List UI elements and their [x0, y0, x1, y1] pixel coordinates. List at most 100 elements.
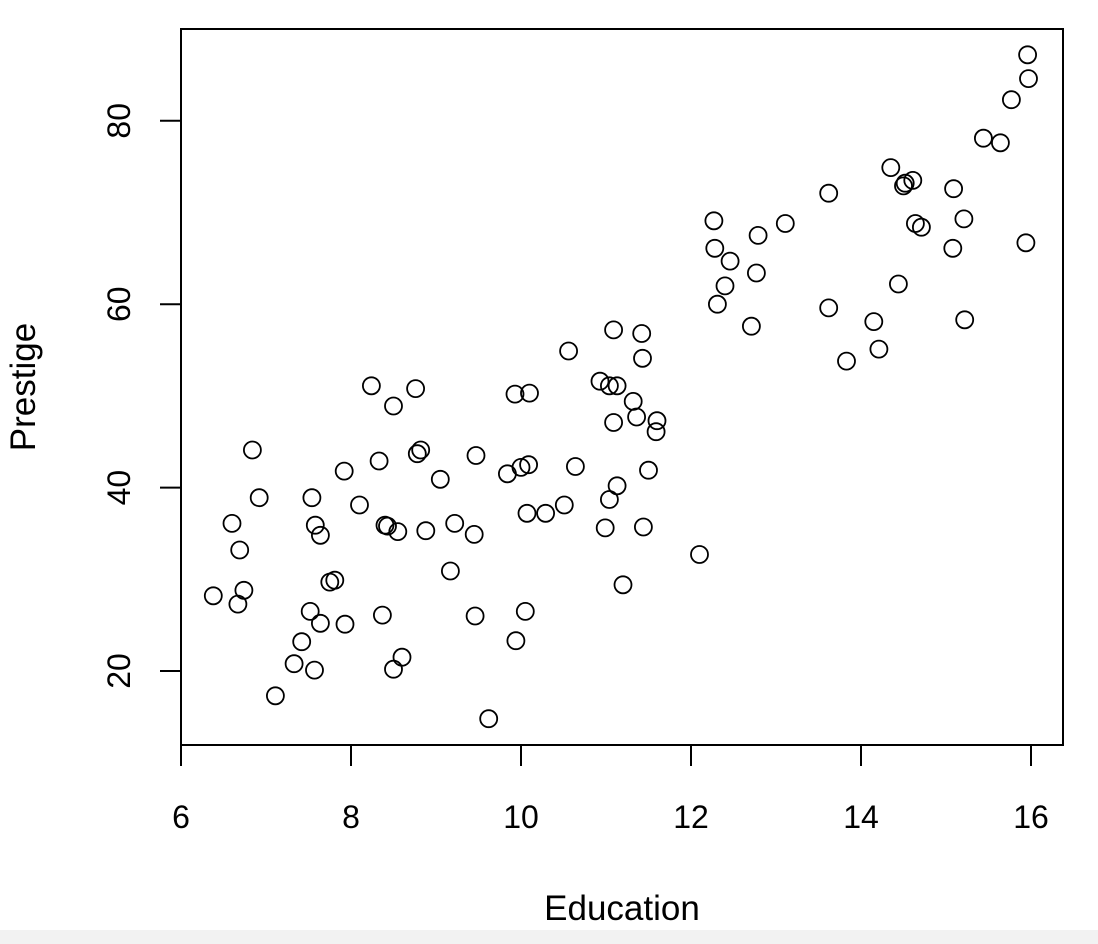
data-point [559, 341, 578, 361]
data-point [943, 238, 963, 258]
data-point [955, 310, 975, 330]
data-point [234, 580, 254, 600]
data-point [632, 324, 652, 343]
x-tick-label: 6 [172, 799, 190, 835]
data-point [554, 495, 574, 515]
y-tick-label: 60 [101, 286, 137, 322]
data-point [1002, 90, 1021, 110]
data-point [566, 457, 585, 476]
data-point [300, 602, 320, 621]
x-axis-label: Education [544, 889, 700, 928]
data-point [708, 294, 727, 314]
data-points [203, 45, 1038, 729]
x-tick-label: 14 [843, 799, 879, 835]
data-point [747, 263, 766, 283]
data-point [305, 660, 324, 680]
data-point [633, 348, 652, 368]
data-point [604, 320, 623, 340]
data-point [203, 586, 223, 606]
data-point [335, 614, 355, 634]
data-point [222, 514, 242, 533]
data-point [819, 298, 839, 318]
data-point [479, 709, 499, 729]
x-tick-label: 12 [673, 799, 709, 835]
data-point [894, 176, 913, 196]
data-point [819, 183, 839, 203]
data-point [607, 376, 627, 396]
data-point [378, 516, 397, 536]
data-point [889, 274, 908, 294]
x-tick-label: 16 [1013, 799, 1049, 835]
data-point [704, 211, 724, 231]
data-point [242, 440, 262, 460]
data-point [906, 214, 925, 233]
data-point [690, 545, 709, 564]
data-point [881, 158, 901, 178]
data-point [1016, 233, 1036, 253]
y-axis-label: Prestige [4, 323, 43, 451]
y-tick-label: 80 [101, 103, 137, 139]
bottom-band [0, 930, 1098, 944]
data-point [334, 461, 354, 481]
data-point [600, 376, 619, 396]
data-point [384, 396, 403, 416]
data-point [265, 686, 285, 706]
data-point [407, 444, 427, 464]
data-point [864, 312, 884, 332]
data-point [372, 605, 392, 625]
data-point [623, 391, 643, 411]
y-axis: 20 40 60 80 [101, 103, 182, 689]
data-point [895, 173, 915, 193]
data-point [416, 521, 436, 541]
data-point [249, 488, 269, 508]
data-point [517, 503, 537, 523]
data-point [515, 602, 535, 621]
data-point [646, 422, 666, 442]
data-point [1019, 69, 1038, 88]
data-point [742, 316, 761, 336]
data-point [388, 522, 408, 541]
data-point [634, 517, 653, 537]
data-point [411, 440, 431, 460]
data-point [519, 455, 538, 475]
data-point [505, 384, 525, 404]
data-point [310, 525, 330, 545]
data-point [869, 339, 889, 359]
data-point [230, 540, 250, 560]
data-point [284, 654, 304, 674]
data-point [705, 238, 725, 258]
x-tick-label: 8 [342, 799, 360, 835]
data-point [639, 460, 658, 480]
data-point [350, 495, 369, 515]
data-point [392, 647, 412, 667]
data-point [590, 371, 610, 391]
data-point [302, 488, 322, 508]
data-point [292, 632, 312, 652]
x-tick-label: 10 [503, 799, 539, 835]
y-tick-label: 20 [101, 653, 137, 689]
data-point [440, 561, 460, 581]
x-axis: 6 8 10 12 14 16 [172, 744, 1049, 835]
data-point [520, 383, 539, 403]
data-point [506, 631, 526, 651]
data-point [627, 407, 646, 427]
data-point [445, 514, 465, 533]
data-point [912, 217, 931, 237]
data-point [369, 451, 389, 471]
data-point [974, 128, 993, 148]
data-point [944, 179, 963, 199]
data-point [1018, 45, 1037, 65]
data-point [613, 575, 633, 595]
plot-frame [180, 28, 1064, 746]
data-point [465, 606, 485, 626]
data-point [310, 613, 330, 633]
data-point [305, 515, 325, 535]
data-point [775, 214, 795, 233]
y-tick-label: 40 [101, 470, 137, 506]
data-point [595, 518, 615, 538]
data-point [511, 457, 531, 477]
data-point [464, 525, 484, 544]
data-point [384, 659, 403, 679]
data-point [720, 251, 740, 271]
